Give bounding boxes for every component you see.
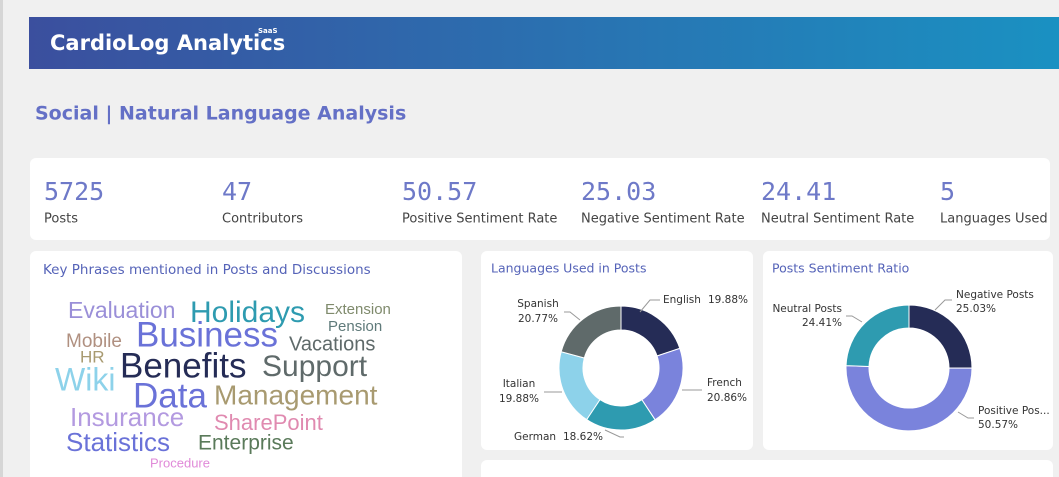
kpi-value: 47 — [222, 177, 252, 206]
card-title: Key Phrases mentioned in Posts and Discu… — [43, 262, 371, 278]
kpi-label: Positive Sentiment Rate — [402, 212, 557, 227]
slice-value: 20.77% — [518, 313, 558, 325]
header-bar — [29, 17, 1059, 69]
leader-line — [934, 299, 952, 311]
word: Vacations — [289, 333, 375, 355]
slice-value: 19.88% — [499, 393, 539, 405]
word: Support — [262, 350, 368, 383]
word: Enterprise — [198, 432, 294, 455]
donut-slice — [845, 365, 973, 432]
chart-card — [481, 460, 1053, 477]
slice-label: English — [663, 294, 701, 306]
donut-slice — [560, 305, 622, 359]
kpi-value: 50.57 — [402, 177, 477, 206]
leader-line — [846, 315, 863, 323]
slice-label: Negative Posts — [956, 289, 1034, 301]
word: Statistics — [66, 427, 170, 457]
slice-label: Positive Pos... — [978, 405, 1050, 417]
word: Management — [214, 379, 378, 410]
slice-value: 24.41% — [802, 317, 842, 329]
donut-slice — [845, 304, 910, 368]
page-title: Social | Natural Language Analysis — [35, 103, 406, 125]
slice-value: 25.03% — [956, 303, 996, 315]
word: Procedure — [150, 455, 210, 470]
side-border — [0, 0, 3, 477]
word: Mobile — [66, 331, 122, 352]
leader-line — [564, 311, 581, 321]
kpi-label: Neutral Sentiment Rate — [761, 212, 914, 227]
chart-title: Posts Sentiment Ratio — [772, 261, 909, 276]
word: SharePoint — [214, 410, 323, 435]
kpi-value: 5725 — [44, 177, 104, 206]
word: Pension — [328, 318, 382, 335]
kpi-label: Contributors — [222, 212, 303, 227]
kpi-card — [30, 158, 1050, 240]
slice-label: Neutral Posts — [772, 303, 842, 315]
slice-label: Spanish — [517, 298, 558, 310]
slice-label: Italian — [503, 378, 536, 390]
kpi-label: Posts — [44, 212, 78, 227]
word: Business — [136, 315, 278, 354]
slice-label: German — [514, 431, 556, 443]
slice-value: 20.86% — [707, 392, 747, 404]
leader-line — [604, 429, 624, 438]
badge: SaaS — [258, 27, 278, 35]
slice-value: 18.62% — [563, 431, 603, 443]
word: Data — [133, 376, 207, 415]
word: Benefits — [120, 346, 246, 385]
word: Holidays — [190, 296, 305, 329]
chart-card — [763, 251, 1053, 450]
word: HR — [80, 347, 105, 366]
kpi-label: Languages Used — [940, 212, 1048, 227]
word: Insurance — [70, 402, 184, 432]
word-cloud-card — [30, 251, 462, 477]
kpi-label: Negative Sentiment Rate — [581, 212, 745, 227]
kpi-value: 25.03 — [581, 177, 656, 206]
word: Evaluation — [68, 297, 175, 323]
leader-line — [639, 299, 660, 313]
chart-title: Languages Used in Posts — [491, 261, 646, 276]
slice-label: French — [707, 377, 742, 389]
kpi-value: 5 — [940, 177, 955, 206]
slice-value: 50.57% — [978, 419, 1018, 431]
word: Extension — [325, 301, 391, 318]
app-title: CardioLog Analytics — [50, 31, 285, 55]
leader-line — [957, 411, 974, 419]
chart-card — [481, 251, 753, 450]
word: Wiki — [55, 361, 115, 397]
slice-value: 19.88% — [708, 294, 748, 306]
kpi-value: 24.41 — [761, 177, 836, 206]
